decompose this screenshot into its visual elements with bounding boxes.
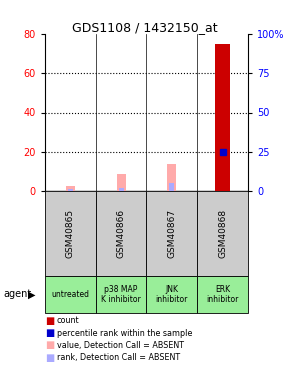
Bar (117, 174, 126, 191)
Text: count: count (57, 316, 79, 325)
Bar (96, 191, 146, 276)
Text: percentile rank within the sample: percentile rank within the sample (57, 328, 192, 338)
Text: GSM40865: GSM40865 (66, 209, 75, 258)
Text: GSM40868: GSM40868 (218, 209, 227, 258)
Bar (119, 188, 124, 191)
Bar (66, 186, 75, 191)
Text: p38 MAP
K inhibitor: p38 MAP K inhibitor (101, 285, 141, 304)
Text: rank, Detection Call = ABSENT: rank, Detection Call = ABSENT (57, 353, 180, 362)
Text: JNK
inhibitor: JNK inhibitor (156, 285, 188, 304)
Text: ERK
inhibitor: ERK inhibitor (206, 285, 239, 304)
Text: GSM40867: GSM40867 (167, 209, 176, 258)
Text: ■: ■ (45, 353, 54, 363)
Bar (167, 164, 176, 191)
Text: ■: ■ (45, 328, 54, 338)
Text: agent: agent (3, 290, 31, 299)
Text: untreated: untreated (51, 290, 89, 299)
Bar (215, 44, 230, 191)
Bar (197, 276, 248, 313)
Bar (45, 191, 96, 276)
Text: ▶: ▶ (28, 290, 35, 299)
Bar (96, 276, 146, 313)
Text: ■: ■ (45, 316, 54, 326)
Text: GDS1108 / 1432150_at: GDS1108 / 1432150_at (72, 21, 218, 34)
Bar (197, 191, 248, 276)
Text: value, Detection Call = ABSENT: value, Detection Call = ABSENT (57, 341, 184, 350)
Bar (45, 276, 96, 313)
Bar (68, 189, 73, 191)
Bar (146, 276, 197, 313)
Bar (146, 191, 197, 276)
Text: ■: ■ (45, 340, 54, 350)
Bar (169, 183, 174, 191)
Text: GSM40866: GSM40866 (117, 209, 126, 258)
